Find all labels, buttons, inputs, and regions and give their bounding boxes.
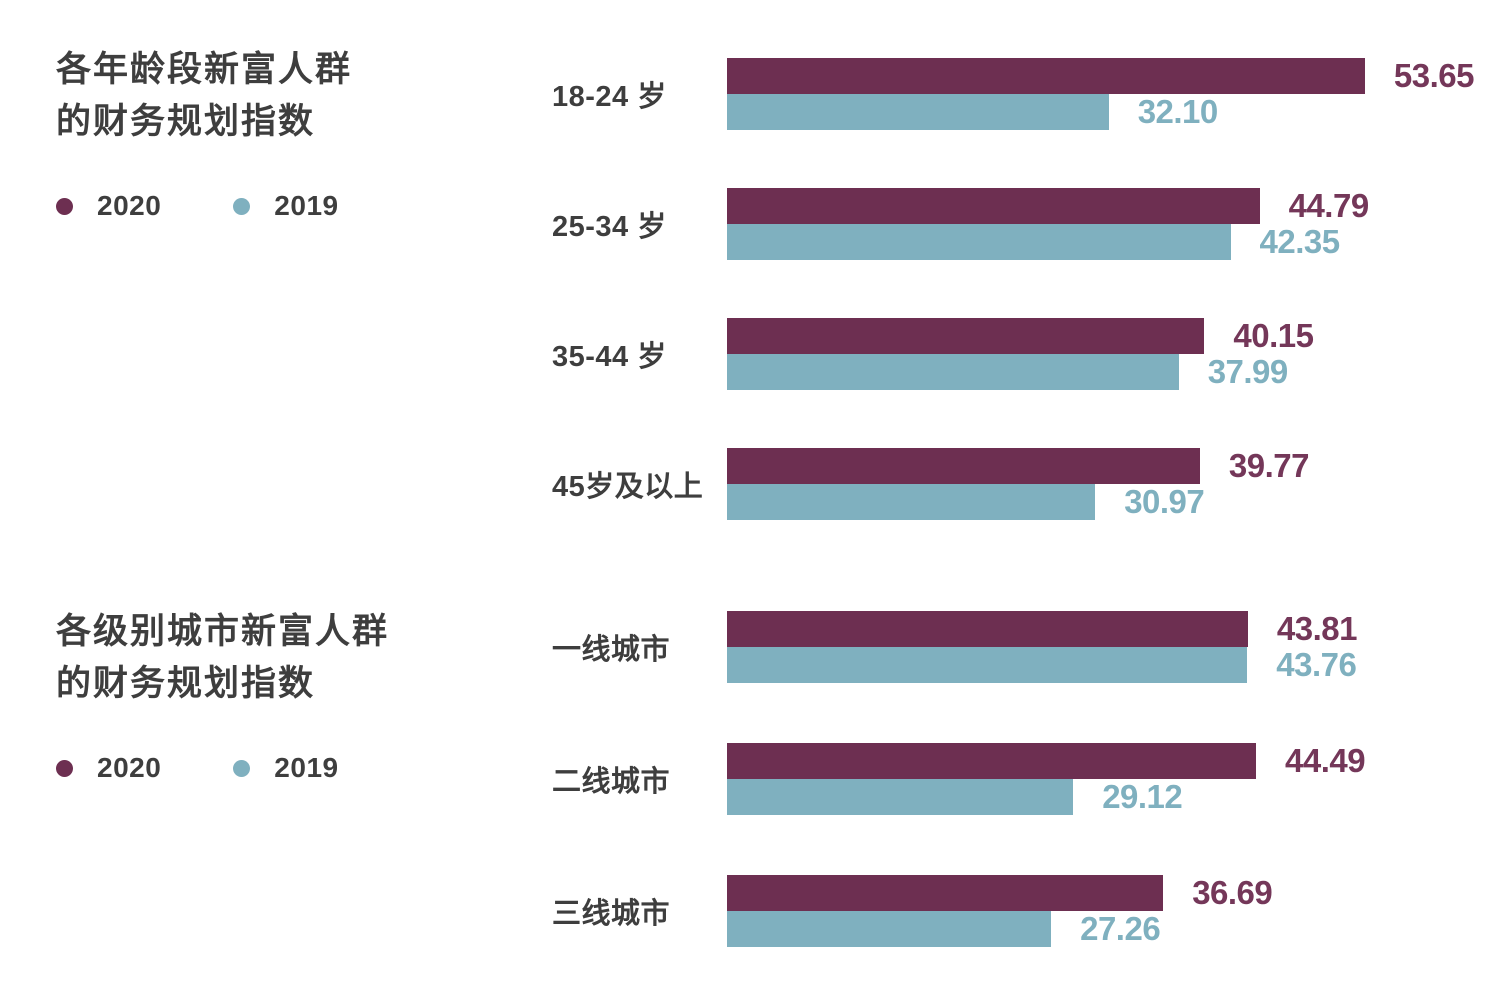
bar-value-2020: 43.81 [1276, 610, 1358, 647]
age-chart-title: 各年龄段新富人群 的财务规划指数 [56, 44, 411, 148]
category-label: 18-24 岁 [552, 81, 667, 113]
age-chart-side-panel: 各年龄段新富人群 的财务规划指数 2020 2019 [56, 44, 411, 222]
legend-label-2019: 2019 [274, 190, 339, 221]
bar-2019 [727, 647, 1248, 683]
bar-group: 18-24 岁 53.65 32.10 [552, 29, 1474, 159]
city-chart-title-line2: 的财务规划指数 [56, 664, 316, 703]
legend-item-2019: 2019 [233, 752, 338, 784]
bar-2020 [727, 318, 1205, 354]
age-chart-title-line1: 各年龄段新富人群 [56, 50, 353, 89]
legend-label-2020: 2020 [97, 752, 162, 783]
legend-item-2019: 2019 [233, 190, 338, 222]
legend-dot-2020-icon [56, 197, 73, 215]
bar-2019 [727, 779, 1074, 815]
category-label: 35-44 岁 [552, 341, 667, 373]
city-chart-side-panel: 各级别城市新富人群 的财务规划指数 2020 2019 [56, 606, 411, 784]
bar-value-2020: 53.65 [1393, 57, 1475, 94]
bar-2020 [727, 743, 1256, 779]
bar-value-2019: 37.99 [1207, 353, 1289, 390]
bar-value-2019: 27.26 [1080, 910, 1161, 947]
bar-2019 [727, 224, 1231, 260]
bar-2019 [727, 94, 1109, 130]
bar-2019 [727, 484, 1096, 520]
bar-value-2019: 42.35 [1259, 223, 1341, 260]
bar-2020 [727, 875, 1164, 911]
bar-value-2019: 29.12 [1102, 778, 1183, 815]
bar-value-2020: 44.79 [1288, 187, 1370, 224]
city-chart-title: 各级别城市新富人群 的财务规划指数 [56, 606, 411, 710]
bar-group: 35-44 岁 40.15 37.99 [552, 289, 1474, 419]
legend-item-2020: 2020 [56, 752, 161, 784]
bar-group: 二线城市 44.49 29.12 [552, 713, 1366, 845]
legend-label-2019: 2019 [274, 752, 339, 783]
city-chart-title-line1: 各级别城市新富人群 [56, 612, 390, 651]
legend-dot-2019-icon [233, 759, 251, 777]
age-chart-title-line2: 的财务规划指数 [56, 102, 316, 141]
bar-value-2020: 40.15 [1233, 317, 1314, 354]
age-chart-bars: 18-24 岁 53.65 32.10 25-34 岁 44.79 42.35 35-44 … [552, 29, 1474, 549]
bar-2020 [727, 188, 1260, 224]
bar-group: 45岁及以上 39.77 30.97 [552, 419, 1474, 549]
category-label: 一线城市 [552, 634, 671, 666]
bar-2019 [727, 911, 1052, 947]
bar-value-2019: 32.10 [1137, 93, 1219, 130]
legend-label-2020: 2020 [97, 190, 162, 221]
bar-value-2020: 36.69 [1192, 874, 1273, 911]
legend-dot-2020-icon [56, 759, 73, 777]
city-chart-bars: 一线城市 43.81 43.76 二线城市 44.49 29.12 三线城市 36.69 27.… [552, 581, 1366, 977]
bar-group: 三线城市 36.69 27.26 [552, 845, 1365, 977]
bar-group: 一线城市 43.81 43.76 [552, 581, 1365, 713]
bar-2019 [727, 354, 1179, 390]
bar-value-2020: 39.77 [1228, 447, 1310, 484]
legend-dot-2019-icon [233, 197, 251, 215]
age-chart-legend: 2020 2019 [56, 190, 411, 222]
category-label: 三线城市 [552, 898, 671, 930]
city-chart-legend: 2020 2019 [56, 752, 411, 784]
bar-group: 25-34 岁 44.79 42.35 [552, 159, 1474, 289]
bar-2020 [727, 611, 1248, 647]
category-label: 25-34 岁 [552, 211, 667, 243]
category-label: 45岁及以上 [552, 471, 704, 503]
category-label: 二线城市 [552, 766, 671, 798]
legend-item-2020: 2020 [56, 190, 161, 222]
bar-value-2020: 44.49 [1285, 742, 1366, 779]
bar-2020 [727, 448, 1200, 484]
bar-value-2019: 43.76 [1276, 646, 1357, 683]
bar-value-2019: 30.97 [1124, 483, 1205, 520]
bar-2020 [727, 58, 1365, 94]
